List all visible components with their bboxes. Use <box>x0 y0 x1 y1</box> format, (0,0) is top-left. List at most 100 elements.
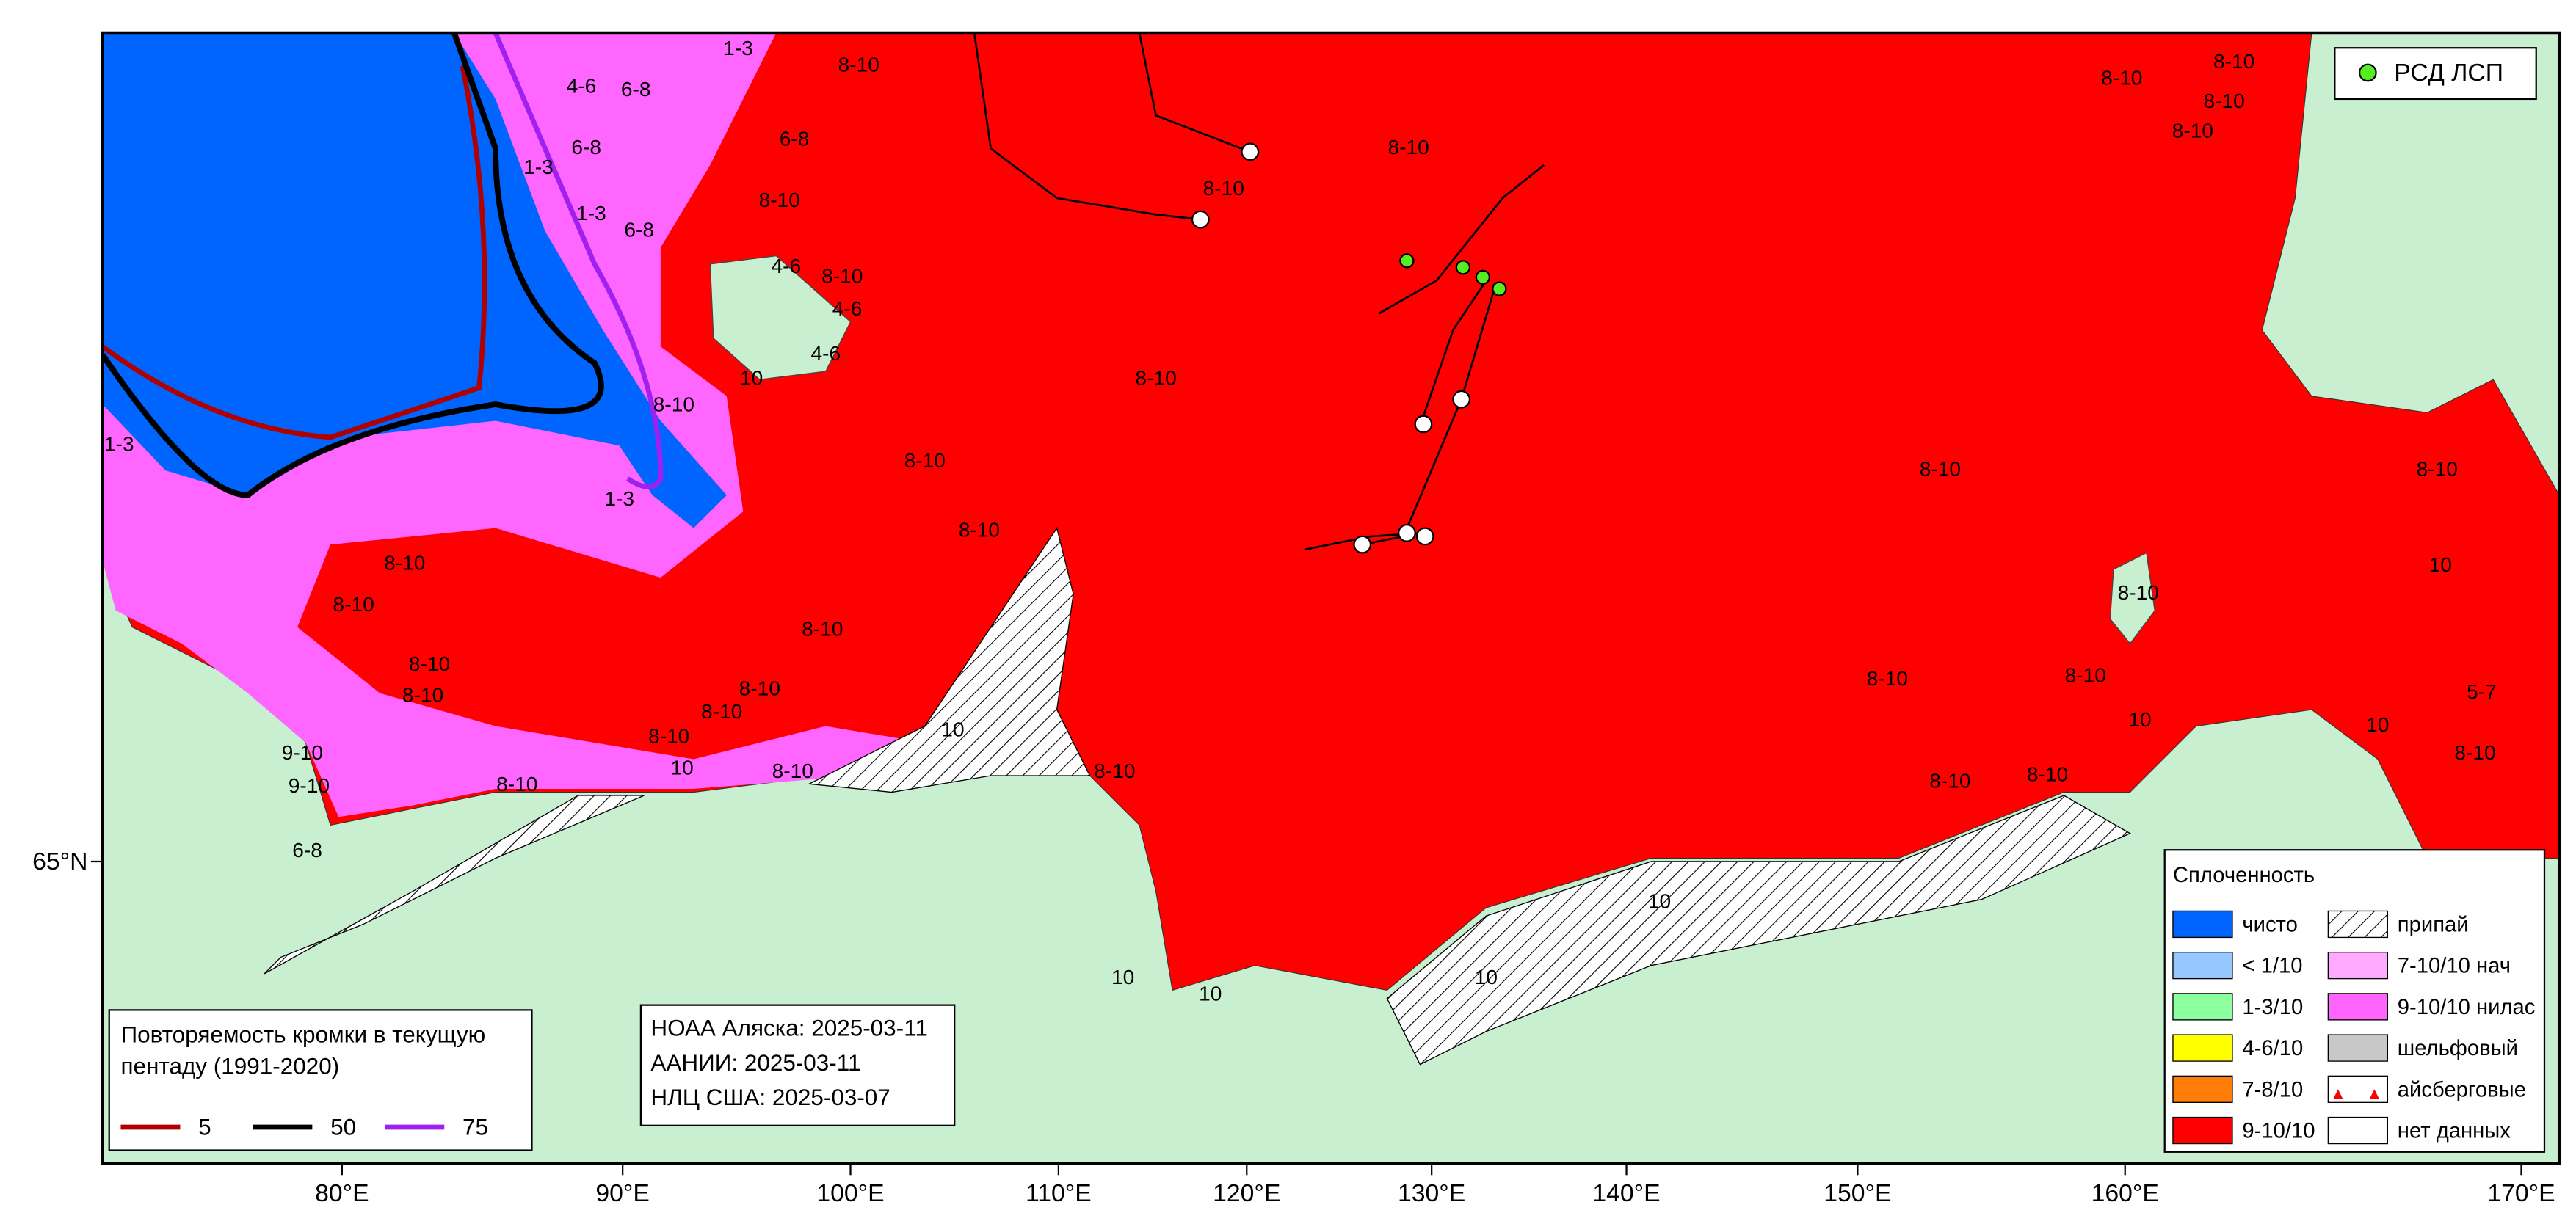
legend-label: айсберговые <box>2398 1078 2526 1101</box>
source-line: ААНИИ: 2025-03-11 <box>650 1050 860 1076</box>
ice-label: 8-10 <box>2417 457 2458 480</box>
ice-label: 9-10 <box>282 741 323 764</box>
station-rsd <box>1475 269 1490 285</box>
legend-title: пентаду (1991-2020) <box>120 1053 339 1079</box>
station <box>1452 390 1471 409</box>
ice-label: 8-10 <box>2118 581 2159 604</box>
fast-ice <box>1386 795 2131 1066</box>
ice-label: 10 <box>2128 708 2151 731</box>
fast-ice <box>264 795 645 975</box>
ice-label: 8-10 <box>402 683 443 706</box>
iceberg-symbol <box>2333 1089 2380 1099</box>
ice-label: 8-10 <box>409 652 450 675</box>
ice-label: 8-10 <box>648 725 689 748</box>
ice-label: 8-10 <box>838 53 879 76</box>
sources-box: НОАА Аляска: 2025-03-11 ААНИИ: 2025-03-11… <box>639 1004 956 1126</box>
ice-label: 8-10 <box>2027 762 2068 785</box>
legend-symbol <box>2358 63 2377 82</box>
legend-swatch <box>2172 993 2233 1021</box>
legend-swatch <box>2172 1116 2233 1145</box>
legend-label: 7-10/10 нач <box>2398 955 2511 978</box>
ice-label: 8-10 <box>653 393 694 416</box>
box <box>639 1004 956 1126</box>
legend-label: 9-10/10 нилас <box>2398 996 2536 1019</box>
ice-label: 6-8 <box>292 839 322 862</box>
ice-label: 10 <box>1111 966 1134 988</box>
station <box>1191 210 1210 229</box>
ice-label: 8-10 <box>759 189 800 211</box>
concentration-legend: Сплоченность чисто < 1/10 1-3/10 4-6/10 7-8/1… <box>2163 849 2546 1153</box>
edge-5 <box>102 65 487 440</box>
source-line: НОАА Аляска: 2025-03-11 <box>650 1016 927 1041</box>
station-rsd <box>1455 260 1471 275</box>
stations-legend: РСД ЛСП <box>2334 47 2537 101</box>
station <box>1241 142 1260 161</box>
x-axis-label: 120°E <box>1213 1179 1280 1207</box>
x-axis-label: 100°E <box>816 1179 884 1207</box>
station <box>1353 535 1372 554</box>
ice-label: 10 <box>1199 983 1222 1005</box>
source-line: НЛЦ США: 2025-03-07 <box>650 1085 890 1110</box>
legend-swatch <box>2172 951 2233 980</box>
ice-label: 8-10 <box>1203 177 1244 200</box>
legend-label: 75 <box>462 1115 488 1140</box>
ice-label: 6-8 <box>780 128 810 150</box>
ice-label: 10 <box>1648 890 1671 913</box>
legend-label: РСД ЛСП <box>2394 59 2503 87</box>
x-axis-label: 130°E <box>1398 1179 1465 1207</box>
ice-label: 1-3 <box>104 433 134 456</box>
ice-label: 10 <box>1475 966 1498 988</box>
drift-tracks <box>973 32 1545 551</box>
x-axis-label: 150°E <box>1824 1179 1891 1207</box>
legend-swatch <box>2327 993 2388 1021</box>
ice-label: 10 <box>941 718 964 741</box>
ice-label: 8-10 <box>2204 90 2245 112</box>
stations <box>1191 142 1507 554</box>
fast-ice <box>807 527 1091 793</box>
x-axis-label: 90°E <box>595 1179 649 1207</box>
legend-swatch <box>2172 910 2233 939</box>
ice-label: 8-10 <box>1388 136 1429 159</box>
island <box>709 255 852 380</box>
ice-label: 8-10 <box>701 700 742 723</box>
legend-swatch <box>2327 1116 2388 1145</box>
legend-label: < 1/10 <box>2242 955 2302 978</box>
ice-label: 1-3 <box>576 202 606 225</box>
x-axis-label: 110°E <box>1026 1179 1092 1207</box>
map-frame <box>101 31 2561 1165</box>
ice-label: 4-6 <box>810 342 841 365</box>
ice-label: 8-10 <box>2101 66 2142 89</box>
ice-label: 8-10 <box>959 519 1000 542</box>
station <box>1398 524 1416 542</box>
ice-label: 8-10 <box>1929 769 1970 792</box>
station-rsd <box>1492 281 1507 296</box>
legend-label: чисто <box>2242 913 2297 936</box>
ice-label: 8-10 <box>2172 119 2213 142</box>
x-axis-label: 80°E <box>315 1179 369 1207</box>
ice-label: 5-7 <box>2467 680 2497 703</box>
ice-label: 8-10 <box>2213 50 2254 73</box>
ice-label: 8-10 <box>1920 457 1961 480</box>
ice-label: 8-10 <box>802 618 843 641</box>
ice-label: 4-6 <box>567 75 597 98</box>
legend-swatch <box>2172 1075 2233 1103</box>
ice-label: 8-10 <box>333 593 374 616</box>
ice-label: 8-10 <box>772 760 813 782</box>
ice-label: 10 <box>670 756 693 779</box>
legend-swatch <box>2172 1034 2233 1062</box>
legend-label: нет данных <box>2398 1120 2511 1143</box>
ice-label: 1-3 <box>723 37 753 59</box>
ice-label: 8-10 <box>739 677 780 699</box>
legend-swatch <box>2327 951 2388 980</box>
edge-50 <box>102 32 604 498</box>
ice-label: 1-3 <box>523 156 554 178</box>
x-axis-label: 170°E <box>2487 1179 2555 1207</box>
ice-label: 8-10 <box>384 552 425 575</box>
ice-label: 6-8 <box>571 136 601 159</box>
ice-label: 10 <box>2366 713 2389 736</box>
legend-label: 50 <box>330 1115 356 1140</box>
y-axis-label: 65°N <box>32 848 87 875</box>
legend-label: 9-10/10 <box>2242 1120 2315 1143</box>
ice-label: 10 <box>2429 553 2452 576</box>
ice-label: 8-10 <box>821 264 863 287</box>
